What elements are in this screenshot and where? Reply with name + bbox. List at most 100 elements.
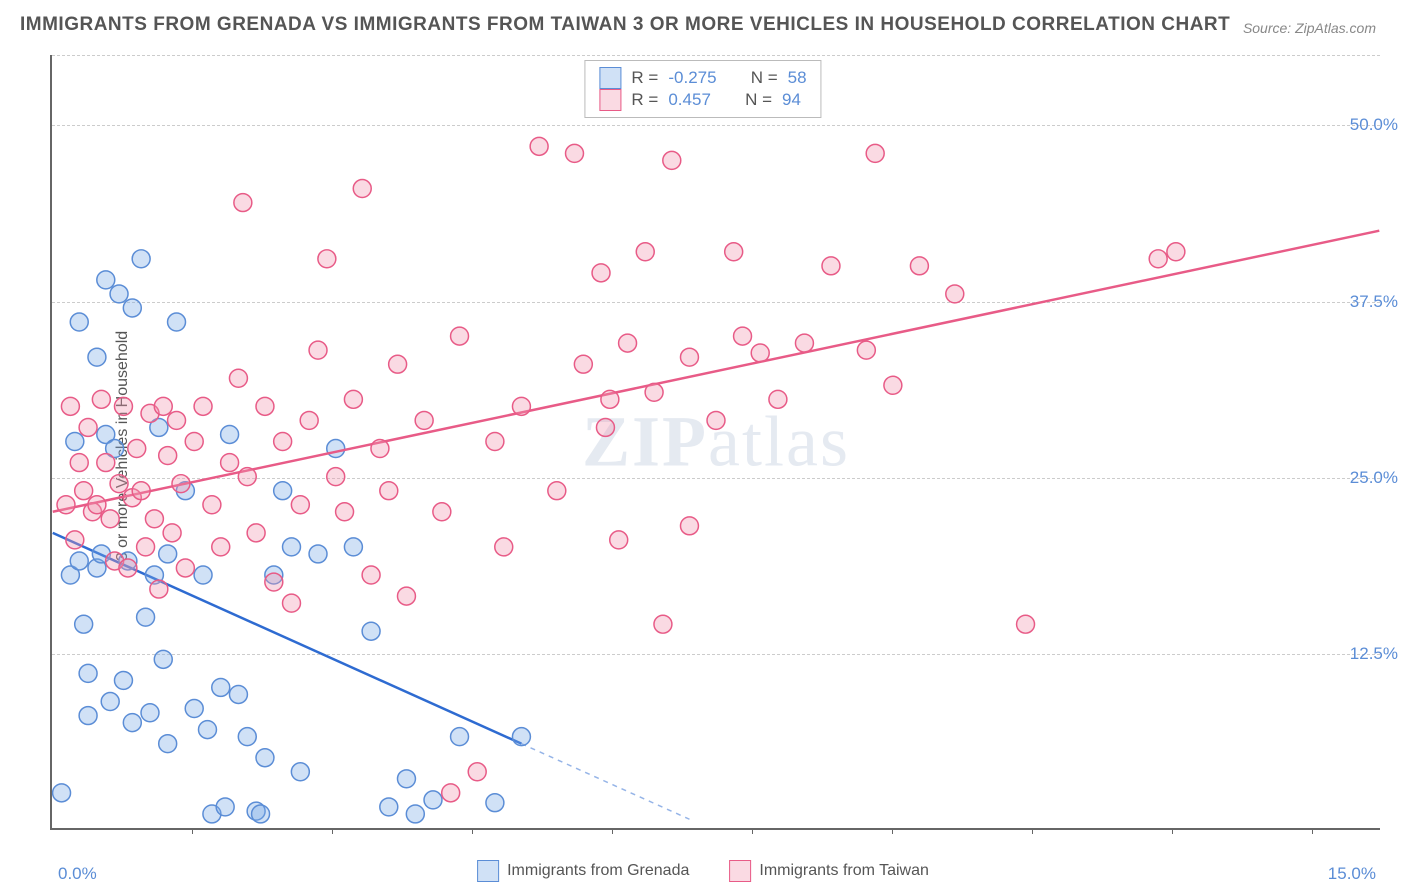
data-point [636, 243, 654, 261]
data-point [101, 510, 119, 528]
stats-legend-row-2: R = 0.457 N = 94 [599, 89, 806, 111]
r-value-1: -0.275 [668, 68, 716, 88]
data-point [221, 425, 239, 443]
swatch-series-1-bottom [477, 860, 499, 882]
data-point [256, 397, 274, 415]
data-point [61, 397, 79, 415]
data-point [132, 482, 150, 500]
data-point [291, 763, 309, 781]
n-label: N = [745, 90, 772, 110]
data-point [680, 517, 698, 535]
data-point [70, 454, 88, 472]
data-point [145, 510, 163, 528]
x-tick-mark [752, 828, 753, 834]
swatch-series-2 [599, 89, 621, 111]
regression-extrapolation [521, 744, 689, 820]
data-point [442, 784, 460, 802]
x-tick-min: 0.0% [58, 864, 97, 884]
data-point [150, 580, 168, 598]
data-point [75, 615, 93, 633]
data-point [769, 390, 787, 408]
data-point [88, 496, 106, 514]
data-point [291, 496, 309, 514]
data-point [66, 433, 84, 451]
data-point [389, 355, 407, 373]
data-point [137, 608, 155, 626]
data-point [451, 327, 469, 345]
data-point [415, 411, 433, 429]
data-point [274, 433, 292, 451]
data-point [163, 524, 181, 542]
data-point [619, 334, 637, 352]
data-point [327, 468, 345, 486]
data-point [362, 566, 380, 584]
data-point [185, 433, 203, 451]
data-point [137, 538, 155, 556]
data-point [406, 805, 424, 823]
swatch-series-1 [599, 67, 621, 89]
data-point [380, 482, 398, 500]
data-point [265, 573, 283, 591]
data-point [751, 344, 769, 362]
legend-item-2: Immigrants from Taiwan [729, 860, 929, 882]
source-attribution: Source: ZipAtlas.com [1243, 20, 1376, 36]
data-point [512, 397, 530, 415]
data-point [486, 794, 504, 812]
data-point [946, 285, 964, 303]
data-point [327, 440, 345, 458]
data-point [1149, 250, 1167, 268]
x-tick-mark [1032, 828, 1033, 834]
data-point [857, 341, 875, 359]
data-point [110, 475, 128, 493]
data-point [75, 482, 93, 500]
data-point [380, 798, 398, 816]
data-point [707, 411, 725, 429]
data-point [194, 397, 212, 415]
data-point [397, 587, 415, 605]
data-point [344, 390, 362, 408]
data-point [530, 137, 548, 155]
r-value-2: 0.457 [668, 90, 711, 110]
data-point [336, 503, 354, 521]
data-point [424, 791, 442, 809]
r-label: R = [631, 90, 658, 110]
data-point [199, 721, 217, 739]
data-point [128, 440, 146, 458]
data-point [101, 693, 119, 711]
data-point [194, 566, 212, 584]
data-point [353, 180, 371, 198]
data-point [238, 468, 256, 486]
chart-title: IMMIGRANTS FROM GRENADA VS IMMIGRANTS FR… [20, 14, 1230, 36]
data-point [221, 454, 239, 472]
data-point [176, 559, 194, 577]
data-point [238, 728, 256, 746]
data-point [168, 411, 186, 429]
data-point [451, 728, 469, 746]
data-point [212, 678, 230, 696]
data-point [495, 538, 513, 556]
x-tick-mark [472, 828, 473, 834]
data-point [512, 728, 530, 746]
data-point [601, 390, 619, 408]
data-point [141, 704, 159, 722]
data-point [159, 545, 177, 563]
data-point [110, 285, 128, 303]
legend-item-1: Immigrants from Grenada [477, 860, 689, 882]
data-point [114, 671, 132, 689]
legend-label-2: Immigrants from Taiwan [759, 862, 929, 880]
series-legend: Immigrants from Grenada Immigrants from … [477, 860, 929, 882]
data-point [371, 440, 389, 458]
data-point [203, 496, 221, 514]
data-point [168, 313, 186, 331]
x-tick-mark [1312, 828, 1313, 834]
x-tick-mark [1172, 828, 1173, 834]
data-point [884, 376, 902, 394]
data-point [252, 805, 270, 823]
n-value-1: 58 [788, 68, 807, 88]
data-point [1167, 243, 1185, 261]
data-point [610, 531, 628, 549]
data-point [79, 707, 97, 725]
data-point [574, 355, 592, 373]
swatch-series-2-bottom [729, 860, 751, 882]
data-point [300, 411, 318, 429]
